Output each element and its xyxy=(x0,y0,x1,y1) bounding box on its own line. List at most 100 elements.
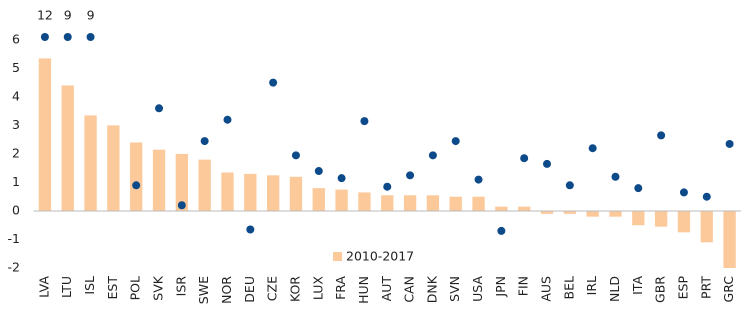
dot xyxy=(155,104,164,113)
dot xyxy=(451,137,460,146)
dot xyxy=(246,225,255,234)
bar xyxy=(61,85,74,211)
dot xyxy=(132,181,141,190)
dot xyxy=(520,154,529,163)
dot xyxy=(725,139,734,148)
x-tick-label: DEU xyxy=(242,276,257,303)
bar xyxy=(609,210,622,217)
x-tick-label: CZE xyxy=(265,276,280,301)
bar xyxy=(107,125,120,211)
x-tick-label: DNK xyxy=(424,275,439,303)
dot xyxy=(634,184,643,193)
dot xyxy=(269,78,278,87)
y-tick-label: 3 xyxy=(12,117,20,132)
x-tick-label: USA xyxy=(470,276,485,302)
dot xyxy=(679,188,688,197)
bar xyxy=(312,188,325,211)
dot xyxy=(497,226,506,235)
x-tick-label: FIN xyxy=(516,276,531,296)
dot-label: 9 xyxy=(87,8,95,23)
legend-label: 2010-2017 xyxy=(346,249,414,264)
bar xyxy=(677,210,691,233)
y-tick-label: 4 xyxy=(12,88,20,103)
dot xyxy=(223,115,232,124)
x-tick-label: JPN xyxy=(493,276,508,298)
x-tick-label: AUT xyxy=(379,276,394,302)
x-tick-label: EST xyxy=(105,276,120,300)
bar xyxy=(426,195,440,211)
bar xyxy=(152,149,166,211)
bar xyxy=(518,206,531,211)
x-tick-label: CAN xyxy=(402,276,417,303)
x-tick-label: ISL xyxy=(82,276,97,295)
dot xyxy=(474,175,483,184)
bar xyxy=(495,206,508,211)
y-tick-label: -1 xyxy=(8,231,20,246)
y-tick-label: 5 xyxy=(12,60,20,75)
y-tick-label: 0 xyxy=(12,202,20,217)
dot xyxy=(543,159,552,168)
dot xyxy=(406,171,415,180)
bar xyxy=(540,210,554,214)
bar xyxy=(244,173,257,211)
x-tick-label: LUX xyxy=(310,276,325,300)
x-tick-label: FRA xyxy=(333,276,348,300)
bar xyxy=(198,159,211,211)
dot-label: 12 xyxy=(37,8,53,23)
dot xyxy=(611,172,620,181)
dot xyxy=(177,201,186,210)
bar xyxy=(175,153,189,211)
bar xyxy=(38,58,52,211)
x-tick-label: NLD xyxy=(607,276,622,302)
bar xyxy=(700,210,713,243)
x-tick-label: SWE xyxy=(196,276,211,304)
dot xyxy=(383,182,392,191)
legend-swatch xyxy=(333,252,342,261)
bar xyxy=(563,210,576,214)
x-tick-label: AUS xyxy=(539,276,554,302)
dot-label: 9 xyxy=(64,8,72,23)
x-tick-label: ITA xyxy=(630,276,645,295)
bar xyxy=(84,115,97,211)
dot xyxy=(337,174,346,183)
x-tick-label: GBR xyxy=(653,276,668,303)
x-tick-label: GRC xyxy=(721,276,736,303)
dot xyxy=(360,117,369,126)
dot xyxy=(314,167,323,176)
x-tick-label: ESP xyxy=(675,276,690,300)
x-tick-label: IRL xyxy=(584,276,599,295)
dot xyxy=(565,181,574,190)
y-tick-label: 6 xyxy=(12,31,20,46)
dot xyxy=(657,131,666,140)
off-scale-dot xyxy=(40,33,49,41)
bar xyxy=(723,210,736,268)
y-tick-label: -2 xyxy=(8,260,20,275)
bar xyxy=(632,210,645,226)
dot xyxy=(702,192,711,201)
off-scale-dot xyxy=(63,33,72,41)
bar xyxy=(289,176,303,211)
x-tick-label: PRT xyxy=(698,276,713,299)
x-tick-label: LTU xyxy=(59,276,74,298)
x-tick-label: KOR xyxy=(287,276,302,302)
bar xyxy=(266,175,280,211)
x-tick-label: POL xyxy=(128,276,143,300)
x-tick-label: NOR xyxy=(219,276,234,304)
x-tick-label: LVA xyxy=(36,276,51,298)
bar xyxy=(472,196,485,211)
dot xyxy=(291,151,300,160)
dot xyxy=(588,144,597,153)
bar xyxy=(221,172,234,211)
x-tick-label: SVK xyxy=(151,275,166,300)
bar xyxy=(449,196,462,211)
bar xyxy=(654,210,668,227)
x-tick-label: BEL xyxy=(561,276,576,299)
y-tick-label: 1 xyxy=(12,174,20,189)
x-tick-label: HUN xyxy=(356,276,371,304)
bar xyxy=(381,195,394,211)
bar xyxy=(335,189,348,211)
dot xyxy=(200,137,209,146)
off-scale-dot xyxy=(86,33,95,41)
bar xyxy=(403,195,417,211)
